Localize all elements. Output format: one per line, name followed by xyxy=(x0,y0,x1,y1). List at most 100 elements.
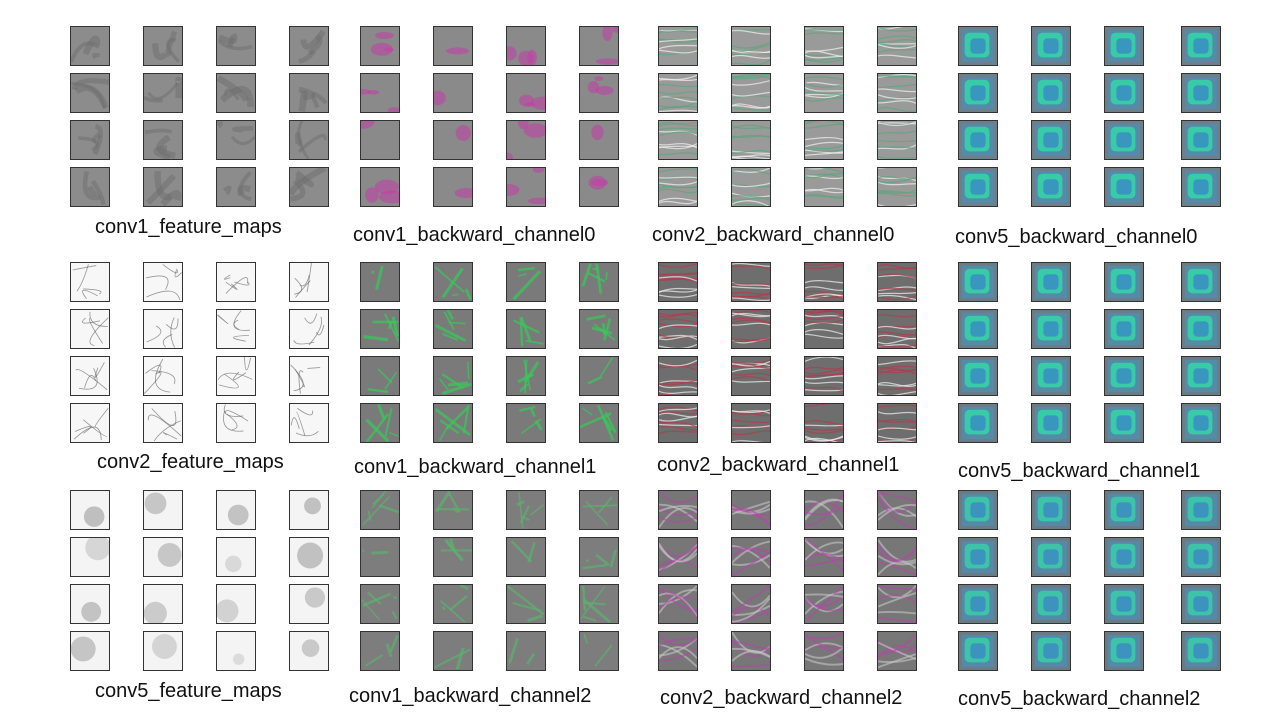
feature-map-tile xyxy=(579,262,619,302)
feature-map-tile xyxy=(506,26,546,66)
feature-map-tile xyxy=(433,309,473,349)
feature-map-tile xyxy=(506,120,546,160)
feature-map-tile xyxy=(1104,584,1144,624)
feature-map-tile xyxy=(579,403,619,443)
feature-map-tile xyxy=(1104,490,1144,530)
feature-map-tile xyxy=(506,262,546,302)
feature-map-tile xyxy=(1104,403,1144,443)
feature-map-tile xyxy=(958,490,998,530)
feature-map-tile xyxy=(1031,120,1071,160)
feature-map-tile xyxy=(216,537,256,577)
feature-map-tile xyxy=(1104,537,1144,577)
feature-map-tile xyxy=(1104,73,1144,113)
feature-map-tile xyxy=(731,631,771,671)
feature-map-tile xyxy=(433,631,473,671)
feature-map-tile xyxy=(804,584,844,624)
feature-map-tile xyxy=(1031,309,1071,349)
feature-map-tile xyxy=(506,73,546,113)
feature-map-tile xyxy=(877,537,917,577)
feature-map-tile xyxy=(433,73,473,113)
feature-map-tile xyxy=(958,537,998,577)
panel-caption: conv2_backward_channel1 xyxy=(657,454,900,476)
feature-map-tile xyxy=(289,73,329,113)
feature-map-tile xyxy=(1181,26,1221,66)
feature-map-tile xyxy=(143,262,183,302)
feature-map-tile xyxy=(1031,167,1071,207)
feature-map-tile xyxy=(1031,356,1071,396)
feature-map-tile xyxy=(579,120,619,160)
feature-map-tile xyxy=(143,631,183,671)
feature-map-tile xyxy=(1181,309,1221,349)
feature-map-tile xyxy=(360,120,400,160)
panel-caption: conv1_feature_maps xyxy=(95,216,282,238)
feature-map-tile xyxy=(433,584,473,624)
feature-map-tile xyxy=(658,309,698,349)
panel-caption: conv2_feature_maps xyxy=(97,451,284,473)
feature-map-tile xyxy=(877,26,917,66)
feature-map-tile xyxy=(216,309,256,349)
feature-map-tile xyxy=(360,631,400,671)
panel-caption: conv2_backward_channel0 xyxy=(652,224,895,246)
feature-map-tile xyxy=(958,26,998,66)
feature-map-tile xyxy=(360,73,400,113)
panel-caption: conv5_backward_channel1 xyxy=(958,460,1201,482)
feature-map-tile xyxy=(877,262,917,302)
feature-map-tile xyxy=(658,537,698,577)
feature-map-tile xyxy=(1031,537,1071,577)
feature-map-tile xyxy=(1104,631,1144,671)
feature-map-tile xyxy=(70,403,110,443)
feature-map-tile xyxy=(731,262,771,302)
feature-map-tile xyxy=(579,309,619,349)
panel-caption: conv1_backward_channel1 xyxy=(354,456,597,478)
feature-map-tile xyxy=(433,262,473,302)
feature-map-tile xyxy=(579,631,619,671)
feature-map-tile xyxy=(579,167,619,207)
feature-map-tile xyxy=(804,490,844,530)
feature-map-tile xyxy=(289,584,329,624)
feature-map-tile xyxy=(579,73,619,113)
feature-map-tile xyxy=(658,120,698,160)
feature-map-tile xyxy=(731,403,771,443)
feature-map-tile xyxy=(289,631,329,671)
feature-map-tile xyxy=(1181,167,1221,207)
feature-map-tile xyxy=(216,73,256,113)
feature-map-tile xyxy=(958,73,998,113)
feature-map-tile xyxy=(877,120,917,160)
feature-map-tile xyxy=(143,167,183,207)
feature-map-tile xyxy=(1031,262,1071,302)
feature-map-tile xyxy=(506,584,546,624)
feature-map-tile xyxy=(658,73,698,113)
feature-map-tile xyxy=(958,309,998,349)
feature-map-tile xyxy=(1104,167,1144,207)
feature-map-tile xyxy=(289,120,329,160)
feature-map-tile xyxy=(433,26,473,66)
feature-map-tile xyxy=(70,120,110,160)
feature-map-tile xyxy=(731,584,771,624)
feature-map-tile xyxy=(1104,309,1144,349)
feature-map-tile xyxy=(433,537,473,577)
feature-map-tile xyxy=(289,309,329,349)
feature-map-tile xyxy=(289,356,329,396)
feature-map-tile xyxy=(506,631,546,671)
feature-map-tile xyxy=(216,26,256,66)
feature-map-tile xyxy=(1181,73,1221,113)
feature-map-tile xyxy=(216,167,256,207)
feature-map-tile xyxy=(804,26,844,66)
feature-map-tile xyxy=(70,537,110,577)
feature-map-tile xyxy=(216,262,256,302)
feature-map-tile xyxy=(360,309,400,349)
feature-map-tile xyxy=(143,120,183,160)
feature-map-tile xyxy=(143,537,183,577)
feature-map-tile xyxy=(1181,584,1221,624)
feature-map-tile xyxy=(70,309,110,349)
feature-map-tile xyxy=(289,537,329,577)
feature-map-tile xyxy=(70,356,110,396)
feature-map-tile xyxy=(958,262,998,302)
feature-map-tile xyxy=(877,309,917,349)
feature-map-tile xyxy=(731,73,771,113)
feature-map-tile xyxy=(1181,403,1221,443)
feature-map-tile xyxy=(1181,356,1221,396)
feature-map-tile xyxy=(877,490,917,530)
feature-map-tile xyxy=(506,167,546,207)
feature-map-tile xyxy=(731,167,771,207)
